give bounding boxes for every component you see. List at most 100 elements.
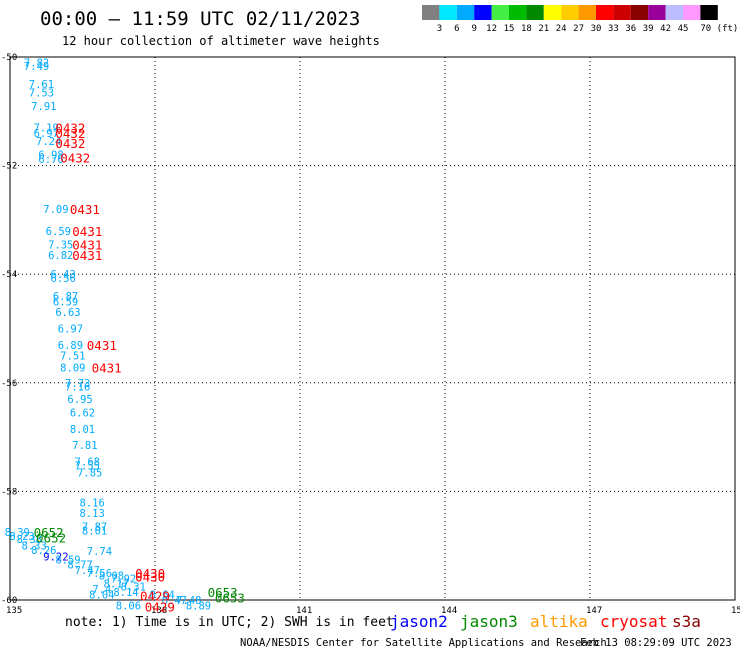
wave-height-value: 7.73: [65, 378, 90, 390]
legend-swatch: [456, 5, 475, 20]
legend-label: 6: [454, 24, 459, 34]
pass-time-tag: 0430: [135, 570, 165, 585]
legend-swatch: [630, 5, 649, 20]
pass-time-tag: 0652: [36, 531, 66, 546]
wave-height-value: 8.01: [82, 525, 107, 537]
wave-height-value: 9.22: [43, 552, 68, 564]
legend-swatch: [648, 5, 666, 20]
legend-label: 36: [625, 24, 636, 34]
satellite-cryosat: cryosat: [600, 612, 667, 631]
wave-height-value: 6.97: [58, 324, 83, 336]
wave-height-value: 6.82: [48, 250, 73, 262]
wave-height-value: 7.74: [87, 546, 112, 558]
wave-height-value: 8.23: [9, 531, 34, 543]
x-tick-label: 150: [731, 606, 740, 616]
wave-height-value: 6.98: [38, 150, 63, 162]
timestamp: Feb 13 08:29:09 UTC 2023: [580, 637, 732, 649]
wave-height-value: 7.09: [43, 204, 68, 216]
wave-height-value: 6.59: [53, 296, 78, 308]
wave-height-value: 7.61: [29, 79, 54, 91]
wave-height-value: 8.38: [17, 534, 42, 546]
wave-height-value: 8.08: [99, 571, 124, 583]
y-tick-label: -54: [1, 270, 17, 280]
legend-swatch: [683, 5, 701, 20]
legend-swatch: [439, 5, 457, 20]
axis-ticks: 135 138 141 144 147 150 -50 -52 -54 -56 -58 -60: [1, 53, 740, 616]
wave-height-value: 7.56: [87, 568, 112, 580]
x-tick-label: 138: [151, 606, 167, 616]
wave-height-value: 8.14: [113, 587, 138, 599]
legend-label: 9: [471, 24, 476, 34]
chart-title: 00:00 — 11:59 UTC 02/11/2023: [40, 8, 360, 30]
pass-time-tag: 0429: [140, 589, 170, 604]
wave-height-value: 8.89: [186, 600, 211, 612]
wave-height-value: 7.87: [82, 522, 107, 534]
y-tick-label: -52: [1, 162, 17, 172]
satellite-s3a: s3a: [672, 612, 701, 631]
satellite-altika: altika: [530, 612, 588, 631]
pass-time-tag: 0431: [72, 237, 102, 252]
pass-time-tags: 0432043204320432043104310431043104310431…: [34, 121, 245, 615]
wave-height-value: 7.68: [75, 457, 100, 469]
legend-label: 33: [608, 24, 619, 34]
wave-height-value: 8.01: [70, 424, 95, 436]
wave-height-value: 8.33: [22, 541, 47, 553]
wave-height-value: 6.95: [67, 394, 92, 406]
wave-height-value: 6.59: [46, 226, 71, 238]
plot-frame: [9, 56, 736, 601]
wave-height-value: 8.64: [150, 590, 175, 602]
wave-height-value: 7.81: [72, 440, 97, 452]
y-tick-label: -50: [1, 53, 17, 63]
color-legend: 3 6 9 12 15 18 21 24 27 30 33 36 39 42 45 70 (ft): [422, 5, 738, 34]
wave-height-value: 7.19: [34, 123, 59, 135]
pass-time-tag: 0432: [55, 126, 85, 141]
legend-label: 15: [504, 24, 515, 34]
data-values: 7.827.497.617.537.917.196.977.246.986.76…: [5, 57, 212, 612]
wave-height-value: 6.87: [53, 291, 78, 303]
wave-height-value: 7.49: [24, 61, 49, 73]
pass-time-tag: 0432: [55, 121, 85, 136]
wave-height-value: 8.09: [60, 363, 85, 375]
wave-height-value: 6.62: [70, 408, 95, 420]
wave-height-value: 7.4: [92, 584, 111, 596]
y-tick-label: -56: [1, 379, 17, 389]
credit-line: NOAA/NESDIS Center for Satellite Applica…: [240, 637, 607, 649]
wave-height-value: 7.51: [60, 351, 85, 363]
legend-swatch: [578, 5, 596, 20]
legend-label: 70 (ft): [700, 24, 738, 34]
wave-height-value: 7.35: [48, 239, 73, 251]
legend-label: 42: [660, 24, 671, 34]
wave-height-value: 6.43: [51, 269, 76, 281]
wave-height-value: 7.48: [176, 595, 201, 607]
wave-height-value: 7.92: [111, 573, 136, 585]
satellite-jason2: jason2: [390, 612, 448, 631]
legend-label: 39: [643, 24, 654, 34]
wave-height-value: 8.17: [104, 579, 129, 591]
wave-height-value: 7.16: [65, 382, 90, 394]
x-tick-label: 141: [296, 606, 312, 616]
legend-swatch: [474, 5, 492, 20]
wave-height-value: 8.77: [67, 560, 92, 572]
legend-swatch: [561, 5, 579, 20]
wave-height-value: 6.89: [58, 340, 83, 352]
wave-height-value: 8.31: [121, 581, 146, 593]
pass-time-tag: 0431: [92, 361, 122, 376]
wave-height-value: 8.47: [162, 595, 187, 607]
pass-time-tag: 0429: [145, 600, 175, 615]
legend-swatch: [700, 5, 718, 20]
pass-time-tag: 0431: [70, 202, 100, 217]
satellite-jason3: jason3: [460, 612, 518, 631]
wave-height-value: 8.26: [31, 545, 56, 557]
satellite-legend: jason2 jason3 altika cryosat s3a: [390, 612, 701, 631]
pass-time-tag: 0653: [215, 590, 245, 605]
legend-swatch: [491, 5, 509, 20]
pass-time-tag: 0431: [72, 224, 102, 239]
legend-label: 30: [591, 24, 602, 34]
wave-height-value: 7.53: [29, 87, 54, 99]
footer-note: note: 1) Time is in UTC; 2) SWH is in fe…: [65, 615, 394, 630]
chart-subtitle: 12 hour collection of altimeter wave hei…: [62, 34, 380, 48]
wave-height-value: 6.56: [51, 273, 76, 285]
legend-label: 3: [437, 24, 442, 34]
legend-label: 21: [538, 24, 549, 34]
